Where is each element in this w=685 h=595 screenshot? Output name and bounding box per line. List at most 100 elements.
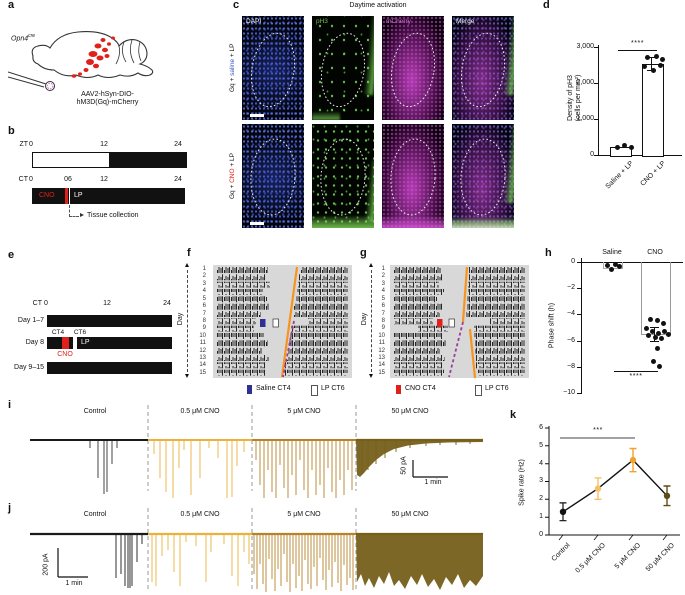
data-point: [654, 317, 660, 323]
g-day-ticks: 1 2 3 4 5 6 7 8 9 10 11 12 13 14 15: [375, 266, 385, 376]
j-scale-horizontal-label: 1 min: [65, 580, 83, 587]
day-tick: 10: [199, 332, 206, 339]
lp-bar-label: LP: [74, 192, 83, 199]
e-ct-tick: 12: [103, 300, 111, 307]
roi-outline: [320, 138, 366, 216]
roi-outline: [460, 32, 506, 108]
panel-b-label: b: [8, 125, 15, 137]
i-envelope-50: [356, 440, 483, 477]
f-legend-saline-swatch: [247, 385, 252, 394]
panel-a-label: a: [8, 0, 15, 11]
data-point: [650, 358, 656, 364]
row1-condition-label: Gq + saline + LP: [229, 16, 238, 120]
data-point: [621, 142, 627, 148]
panel-d-label: d: [543, 0, 550, 11]
h-tick-mark: [577, 314, 581, 315]
j-section-control: Control: [83, 511, 107, 518]
ct-bar: CNO LP: [32, 188, 185, 204]
roi-outline: [390, 138, 436, 216]
g-legend-cno-label: CNO CT4: [405, 385, 436, 392]
cno-bar-label: CNO: [39, 192, 55, 199]
row2-post: + LP: [229, 153, 236, 169]
k-ytick: 0: [539, 531, 543, 538]
data-point: [608, 266, 614, 272]
d-ytick: 1,000: [576, 115, 594, 122]
virus-label: AAV2-hSyn-DIO- hM3D(Gq)-mCherry: [50, 91, 165, 107]
panel-c-title: Daytime activation: [349, 2, 407, 9]
brain-schematic: [8, 31, 154, 91]
data-point: [652, 334, 658, 340]
e-ct6-label: CT6: [73, 329, 87, 336]
f-onset-line: [280, 266, 299, 378]
arrow-up-icon: [185, 263, 189, 267]
j-section-05: 0.5 μM CNO: [180, 511, 220, 518]
d-error-cap: [647, 57, 656, 58]
roi-outline: [250, 32, 296, 108]
j-section-50: 50 μM CNO: [391, 511, 429, 518]
f-legend-lp-label: LP CT6: [321, 385, 345, 392]
h-ytick: −10: [563, 389, 575, 396]
e-bar-days9-15: [47, 362, 172, 374]
roi-outline: [250, 138, 296, 216]
magenta-bottom-band: [382, 215, 444, 228]
h-ytick: −2: [567, 284, 575, 291]
j-spikes-5: [253, 534, 354, 592]
d-ylabel-line1: Density of pH3: [567, 75, 574, 121]
data-point: [665, 331, 671, 337]
day-tick: 13: [378, 355, 385, 362]
h-zero-line: [581, 262, 683, 263]
micrograph-ph3-saline: pH3: [312, 16, 374, 120]
data-point-5: [629, 456, 637, 464]
h-ytick: 0: [571, 258, 575, 265]
micrograph-merge-saline: Merge: [452, 16, 514, 120]
d-significance: ****: [631, 40, 644, 47]
day-tick: 10: [378, 332, 385, 339]
d-y-axis-title: Density of pH3 (cells per mm²): [567, 43, 587, 153]
channel-label-merge: Merge: [456, 18, 475, 25]
panel-g-label: g: [360, 247, 367, 259]
micrograph-mcherry-cno: [382, 124, 444, 228]
day-tick: 2: [381, 273, 385, 280]
g-legend-lp-label: LP CT6: [485, 385, 509, 392]
panel-e-label: e: [8, 249, 15, 261]
f-activity-ticks: [216, 267, 348, 376]
zt-tick: 12: [100, 141, 108, 148]
row2-condition-label: Gq + CNO + LP: [229, 124, 238, 228]
h-y-axis-title: Phase shift (h): [548, 302, 556, 349]
micrograph-mcherry-saline: mCherry: [382, 16, 444, 120]
f-projected-onset: [282, 320, 295, 378]
g-activity-ticks: [393, 267, 525, 376]
d-xlabel-cno: CNO + LP: [639, 160, 667, 188]
k-significance: ***: [593, 427, 603, 434]
e-ct4-label: CT4: [51, 329, 65, 336]
h-tick-mark: [577, 393, 581, 394]
f-saline-marker: [260, 319, 266, 327]
h-error-cap: [650, 327, 659, 328]
roi-outline: [320, 32, 366, 108]
day-tick: 15: [378, 369, 385, 376]
e-bar-day8-mid: [69, 337, 73, 349]
arrow-up-icon: [369, 263, 373, 267]
channel-label-mcherry: mCherry: [386, 18, 411, 25]
h-ytick: −6: [567, 337, 575, 344]
k-ytick: 3: [539, 477, 543, 484]
row1-pre: Gq +: [229, 76, 236, 93]
labeled-nuclei-dots: [71, 36, 115, 78]
g-onset-line-pre: [461, 266, 469, 323]
gene-name: Opn4: [11, 35, 29, 43]
data-point-05: [594, 485, 602, 492]
data-point: [661, 328, 667, 334]
d-xlabel-saline: Saline + LP: [604, 160, 635, 191]
day-tick: 6: [381, 303, 385, 310]
ct-axis-label: CT: [18, 176, 28, 183]
panel-h-label: h: [545, 247, 552, 259]
g-cno-marker: [437, 319, 443, 327]
zt-bar: [32, 152, 187, 168]
tissue-collection-label: Tissue collection: [87, 212, 139, 219]
day-tick: 7: [381, 310, 385, 317]
i-section-dividers: [147, 405, 357, 491]
channel-label-dapi: DAPI: [246, 18, 262, 25]
g-actogram: [390, 265, 529, 378]
data-point: [616, 263, 622, 269]
micrograph-ph3-cno: [312, 124, 374, 228]
